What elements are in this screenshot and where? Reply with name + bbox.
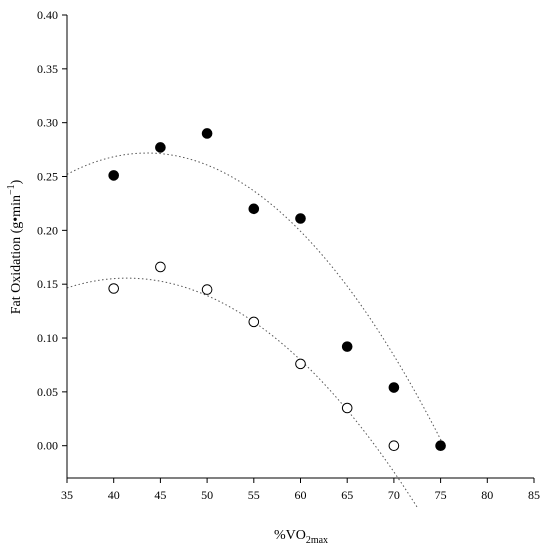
- x-tick-label: 75: [435, 488, 447, 502]
- y-axis-ticks: 0.00 0.05 0.10 0.15 0.20 0.25 0.30 0.35 0.40: [37, 8, 67, 453]
- y-tick-label: 0.25: [37, 170, 58, 184]
- x-tick-label: 65: [341, 488, 353, 502]
- x-tick-label: 40: [108, 488, 120, 502]
- y-axis-title: Fat Oxidation (g•min−1): [6, 179, 24, 314]
- y-tick-label: 0.30: [37, 116, 58, 130]
- y-tick-label: 0.15: [37, 277, 58, 291]
- y-tick-label: 0.20: [37, 223, 58, 237]
- y-tick-label: 0.05: [37, 385, 58, 399]
- open-data-point: [108, 283, 119, 294]
- filled-data-point: [295, 213, 306, 224]
- open-data-point: [388, 440, 400, 451]
- x-tick-label: 80: [481, 488, 493, 502]
- open-data-point: [295, 358, 306, 370]
- y-tick-label: 0.00: [37, 439, 58, 453]
- x-axis-title: %VO2max: [274, 528, 328, 546]
- y-tick-label: 0.35: [37, 62, 58, 76]
- fit-curve-series-1: [66, 152, 443, 444]
- filled-data-point: [201, 128, 213, 139]
- fit-curve-series-2: [66, 277, 418, 508]
- x-tick-label: 60: [295, 488, 307, 502]
- filled-data-point: [155, 142, 166, 153]
- x-tick-label: 35: [61, 488, 73, 502]
- x-tick-label: 70: [388, 488, 400, 502]
- open-data-point: [248, 316, 260, 328]
- y-tick-label: 0.40: [37, 8, 58, 22]
- filled-data-point: [341, 341, 353, 352]
- x-tick-label: 55: [248, 488, 260, 502]
- y-tick-label: 0.10: [37, 331, 58, 345]
- open-data-point: [155, 261, 166, 273]
- x-tick-label: 50: [201, 488, 213, 502]
- open-data-point: [201, 284, 213, 295]
- filled-data-point: [388, 382, 400, 393]
- filled-data-point: [108, 170, 119, 181]
- x-tick-label: 45: [154, 488, 166, 502]
- filled-data-point: [248, 203, 260, 215]
- open-data-point: [341, 402, 353, 414]
- filled-data-point: [435, 440, 446, 451]
- x-tick-label: 85: [528, 488, 540, 502]
- x-axis-ticks: 35 40 45 50 55 60 65 70 75 80 85: [61, 478, 540, 502]
